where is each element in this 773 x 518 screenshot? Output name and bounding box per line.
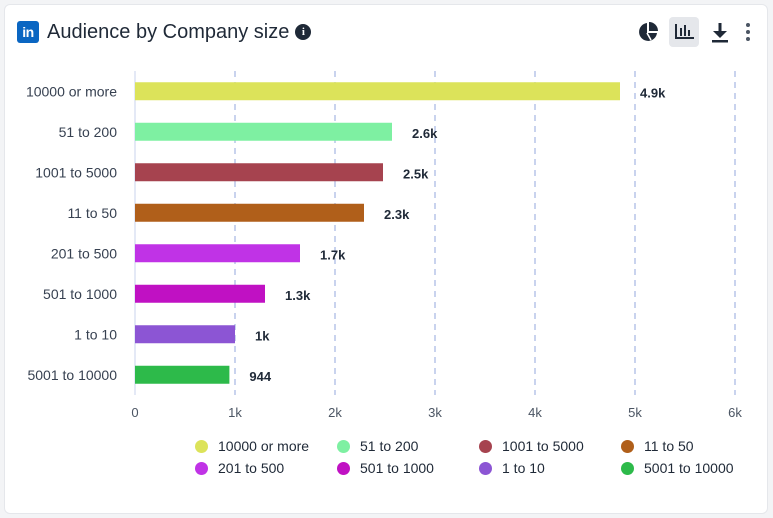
data-label: 2.3k xyxy=(384,207,410,222)
y-tick-label: 1001 to 5000 xyxy=(35,164,117,180)
legend-item[interactable]: 51 to 200 xyxy=(337,437,479,455)
x-tick-label: 3k xyxy=(428,405,442,420)
x-tick-label: 0 xyxy=(131,405,138,420)
data-label: 2.5k xyxy=(403,166,429,181)
x-tick-label: 6k xyxy=(728,405,742,420)
legend-item[interactable]: 201 to 500 xyxy=(195,459,337,477)
legend-item[interactable]: 1 to 10 xyxy=(479,459,621,477)
chart-title: Audience by Company size xyxy=(47,20,290,43)
legend-label: 5001 to 10000 xyxy=(644,460,734,476)
data-label: 944 xyxy=(249,369,271,384)
bar-chart: 0 1k 2k 3k 4k 5k 6k 10000 or more 4.9k 51 to 200 2… xyxy=(26,71,742,420)
legend-color-swatch xyxy=(621,461,634,475)
bar xyxy=(135,203,364,222)
chart-legend: 10000 or more 51 to 200 1001 to 5000 11 to … xyxy=(195,437,755,477)
bar xyxy=(135,284,265,303)
legend-color-swatch xyxy=(337,439,350,453)
bar xyxy=(135,82,620,101)
x-tick-label: 5k xyxy=(628,405,642,420)
legend-label: 51 to 200 xyxy=(360,438,419,454)
chart-toolbar xyxy=(633,17,755,47)
bar xyxy=(135,365,230,384)
data-label: 1.3k xyxy=(285,288,311,303)
y-tick-label: 10000 or more xyxy=(26,83,117,99)
data-label: 4.9k xyxy=(640,85,666,100)
legend-item[interactable]: 1001 to 5000 xyxy=(479,437,621,455)
legend-label: 10000 or more xyxy=(218,438,310,454)
data-label: 1.7k xyxy=(320,247,346,262)
legend-label: 201 to 500 xyxy=(218,460,285,476)
legend-label: 501 to 1000 xyxy=(360,460,434,476)
y-tick-label: 201 to 500 xyxy=(51,245,117,261)
chart-card: in Audience by Company size i xyxy=(4,4,768,514)
bar xyxy=(135,122,392,141)
legend-item[interactable]: 10000 or more xyxy=(195,437,337,455)
pie-chart-icon xyxy=(639,22,658,41)
legend-color-swatch xyxy=(479,439,492,453)
bar xyxy=(135,325,235,344)
card-header: in Audience by Company size i xyxy=(17,17,312,47)
y-tick-label: 11 to 50 xyxy=(67,205,117,221)
download-icon xyxy=(712,23,728,43)
x-tick-label: 1k xyxy=(228,405,242,420)
legend-color-swatch xyxy=(195,461,208,475)
bar xyxy=(135,244,300,263)
legend-color-swatch xyxy=(195,439,208,453)
bar-chart-button[interactable] xyxy=(669,17,699,47)
data-label: 2.6k xyxy=(412,126,438,141)
legend-item[interactable]: 501 to 1000 xyxy=(337,459,479,477)
y-tick-label: 1 to 10 xyxy=(74,326,117,342)
legend-label: 1001 to 5000 xyxy=(502,438,584,454)
bar-chart-icon xyxy=(675,24,694,39)
linkedin-logo-icon: in xyxy=(17,21,39,43)
download-button[interactable] xyxy=(705,17,735,47)
y-tick-label: 501 to 1000 xyxy=(43,286,117,302)
legend-item[interactable]: 11 to 50 xyxy=(621,437,755,455)
y-tick-label: 5001 to 10000 xyxy=(27,367,117,383)
more-options-button[interactable] xyxy=(741,17,755,47)
more-vertical-icon xyxy=(746,23,750,41)
legend-item[interactable]: 5001 to 10000 xyxy=(621,459,755,477)
y-tick-label: 51 to 200 xyxy=(59,124,118,140)
pie-chart-button[interactable] xyxy=(633,17,663,47)
legend-label: 1 to 10 xyxy=(502,460,545,476)
legend-label: 11 to 50 xyxy=(644,438,694,454)
info-icon[interactable]: i xyxy=(295,24,312,40)
x-tick-label: 2k xyxy=(328,405,342,420)
bar xyxy=(135,163,383,182)
data-label: 1k xyxy=(255,328,270,343)
legend-color-swatch xyxy=(337,461,350,475)
legend-color-swatch xyxy=(621,439,634,453)
legend-color-swatch xyxy=(479,461,492,475)
x-tick-label: 4k xyxy=(528,405,542,420)
